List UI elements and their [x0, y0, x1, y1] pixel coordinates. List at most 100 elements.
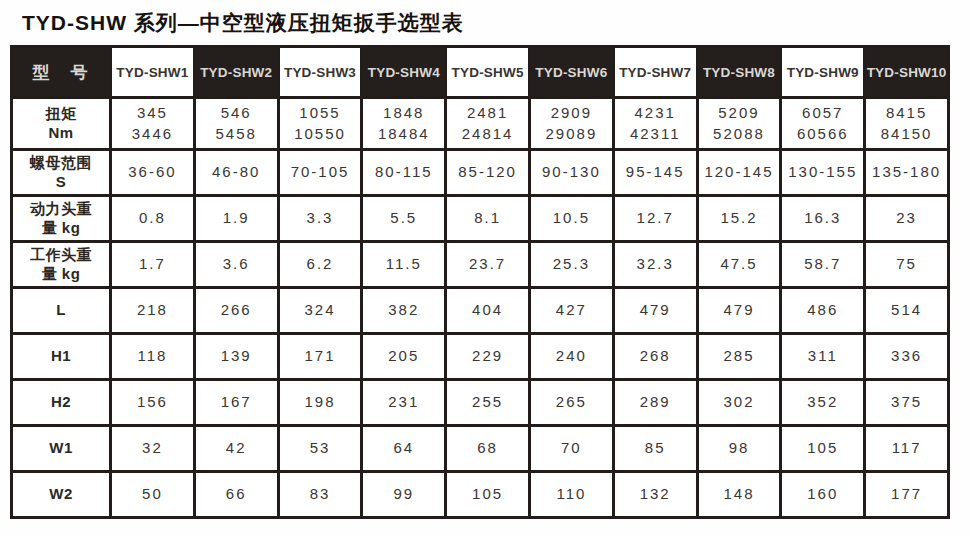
table-cell: 265 — [529, 380, 613, 426]
model-header: TYD-SHW2 — [194, 47, 278, 98]
table-cell: 99 — [362, 472, 446, 518]
table-cell: 12.7 — [613, 196, 697, 242]
table-cell: 177 — [865, 472, 949, 518]
table-cell: 324 — [278, 288, 362, 334]
table-cell: 64 — [362, 426, 446, 472]
table-cell: 105 — [446, 472, 530, 518]
table-cell: 10.5 — [529, 196, 613, 242]
table-cell: 156 — [111, 380, 195, 426]
table-cell: 46-80 — [194, 150, 278, 196]
table-cell: 139 — [194, 334, 278, 380]
table-cell: 382 — [362, 288, 446, 334]
table-cell: 375 — [865, 380, 949, 426]
table-cell: 3.3 — [278, 196, 362, 242]
table-cell: 15.2 — [697, 196, 781, 242]
table-cell: 229 — [446, 334, 530, 380]
table-cell: 32.3 — [613, 242, 697, 288]
table-row: L218266324382404427479479486514 — [12, 288, 949, 334]
table-cell: 2909 29089 — [529, 98, 613, 150]
model-header: TYD-SHW3 — [278, 47, 362, 98]
row-label: L — [12, 288, 111, 334]
table-cell: 352 — [781, 380, 865, 426]
table-cell: 70-105 — [278, 150, 362, 196]
table-cell: 198 — [278, 380, 362, 426]
table-cell: 105 — [781, 426, 865, 472]
table-cell: 427 — [529, 288, 613, 334]
table-cell: 80-115 — [362, 150, 446, 196]
table-cell: 110 — [529, 472, 613, 518]
table-cell: 266 — [194, 288, 278, 334]
table-cell: 1848 18484 — [362, 98, 446, 150]
table-cell: 95-145 — [613, 150, 697, 196]
table-row: 扭矩 Nm345 3446546 54581055 105501848 1848… — [12, 98, 949, 150]
table-cell: 23.7 — [446, 242, 530, 288]
table-row: 工作头重 量 kg1.73.66.211.523.725.332.347.558… — [12, 242, 949, 288]
table-cell: 36-60 — [111, 150, 195, 196]
table-row: W250668399105110132148160177 — [12, 472, 949, 518]
table-cell: 130-155 — [781, 150, 865, 196]
table-cell: 268 — [613, 334, 697, 380]
table-cell: 6057 60566 — [781, 98, 865, 150]
table-cell: 8.1 — [446, 196, 530, 242]
table-cell: 8415 84150 — [865, 98, 949, 150]
table-cell: 171 — [278, 334, 362, 380]
table-cell: 479 — [697, 288, 781, 334]
table-cell: 120-145 — [697, 150, 781, 196]
table-cell: 25.3 — [529, 242, 613, 288]
table-cell: 0.8 — [111, 196, 195, 242]
model-header: TYD-SHW4 — [362, 47, 446, 98]
table-cell: 205 — [362, 334, 446, 380]
table-cell: 336 — [865, 334, 949, 380]
table-cell: 16.3 — [781, 196, 865, 242]
table-cell: 83 — [278, 472, 362, 518]
table-cell: 479 — [613, 288, 697, 334]
page-title: TYD-SHW 系列—中空型液压扭矩扳手选型表 — [22, 9, 962, 37]
table-cell: 486 — [781, 288, 865, 334]
row-label: W2 — [12, 472, 111, 518]
row-label: 螺母范围 S — [12, 150, 111, 196]
row-label: 工作头重 量 kg — [12, 242, 111, 288]
table-row: W13242536468708598105117 — [12, 426, 949, 472]
row-label: H1 — [12, 334, 111, 380]
table-cell: 160 — [781, 472, 865, 518]
table-row: H1118139171205229240268285311336 — [12, 334, 949, 380]
catalog-page: TYD-SHW 系列—中空型液压扭矩扳手选型表 型 号TYD-SHW1TYD-S… — [0, 0, 972, 519]
table-cell: 47.5 — [697, 242, 781, 288]
model-header: TYD-SHW10 — [865, 47, 949, 98]
table-cell: 3.6 — [194, 242, 278, 288]
model-header: TYD-SHW9 — [781, 47, 865, 98]
table-cell: 5209 52088 — [697, 98, 781, 150]
table-cell: 240 — [529, 334, 613, 380]
row-label: 扭矩 Nm — [12, 98, 111, 150]
table-cell: 11.5 — [362, 242, 446, 288]
table-cell: 5.5 — [362, 196, 446, 242]
table-cell: 70 — [529, 426, 613, 472]
table-body: 扭矩 Nm345 3446546 54581055 105501848 1848… — [12, 98, 949, 518]
table-cell: 66 — [194, 472, 278, 518]
table-cell: 302 — [697, 380, 781, 426]
row-label: H2 — [12, 380, 111, 426]
table-cell: 514 — [865, 288, 949, 334]
table-row: H2156167198231255265289302352375 — [12, 380, 949, 426]
table-row: 动力头重 量 kg0.81.93.35.58.110.512.715.216.3… — [12, 196, 949, 242]
table-cell: 135-180 — [865, 150, 949, 196]
table-cell: 311 — [781, 334, 865, 380]
model-header: TYD-SHW8 — [697, 47, 781, 98]
table-cell: 218 — [111, 288, 195, 334]
table-cell: 118 — [111, 334, 195, 380]
table-cell: 404 — [446, 288, 530, 334]
table-cell: 546 5458 — [194, 98, 278, 150]
table-cell: 289 — [613, 380, 697, 426]
row-label: 动力头重 量 kg — [12, 196, 111, 242]
table-cell: 58.7 — [781, 242, 865, 288]
table-cell: 6.2 — [278, 242, 362, 288]
table-cell: 68 — [446, 426, 530, 472]
row-label: W1 — [12, 426, 111, 472]
table-cell: 345 3446 — [111, 98, 195, 150]
header-row: 型 号TYD-SHW1TYD-SHW2TYD-SHW3TYD-SHW4TYD-S… — [12, 47, 949, 98]
table-cell: 85-120 — [446, 150, 530, 196]
table-cell: 167 — [194, 380, 278, 426]
table-cell: 2481 24814 — [446, 98, 530, 150]
table-row: 螺母范围 S36-6046-8070-10580-11585-12090-130… — [12, 150, 949, 196]
table-cell: 132 — [613, 472, 697, 518]
